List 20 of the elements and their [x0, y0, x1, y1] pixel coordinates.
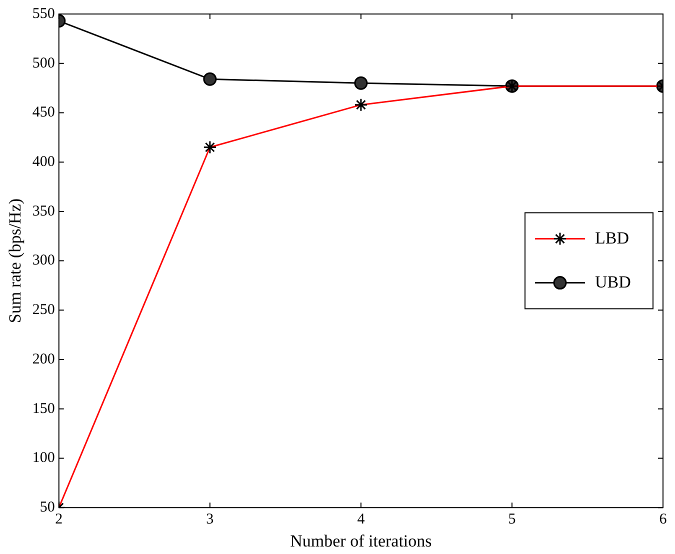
- legend-label: UBD: [595, 272, 631, 292]
- y-tick-label: 500: [32, 55, 55, 72]
- y-tick-label: 450: [32, 104, 55, 121]
- x-tick-label: 5: [508, 512, 516, 528]
- y-tick-label: 350: [32, 203, 55, 220]
- x-tick-label: 4: [357, 512, 366, 528]
- y-tick-label: 50: [40, 500, 55, 516]
- y-tick-label: 200: [32, 351, 55, 368]
- y-tick-label: 250: [32, 302, 55, 318]
- y-tick-label: 100: [32, 450, 55, 466]
- y-tick-label: 300: [32, 252, 55, 269]
- x-tick-label: 3: [206, 512, 214, 528]
- x-tick-label: 2: [55, 512, 63, 528]
- x-axis-title: Number of iterations: [290, 531, 432, 550]
- y-tick-label: 400: [32, 154, 55, 170]
- y-tick-label: 550: [32, 6, 55, 22]
- x-tick-label: 6: [659, 512, 668, 528]
- legend-label: LBD: [595, 228, 629, 248]
- y-tick-label: 150: [32, 400, 55, 417]
- y-axis-title: Sum rate (bps/Hz): [6, 198, 25, 324]
